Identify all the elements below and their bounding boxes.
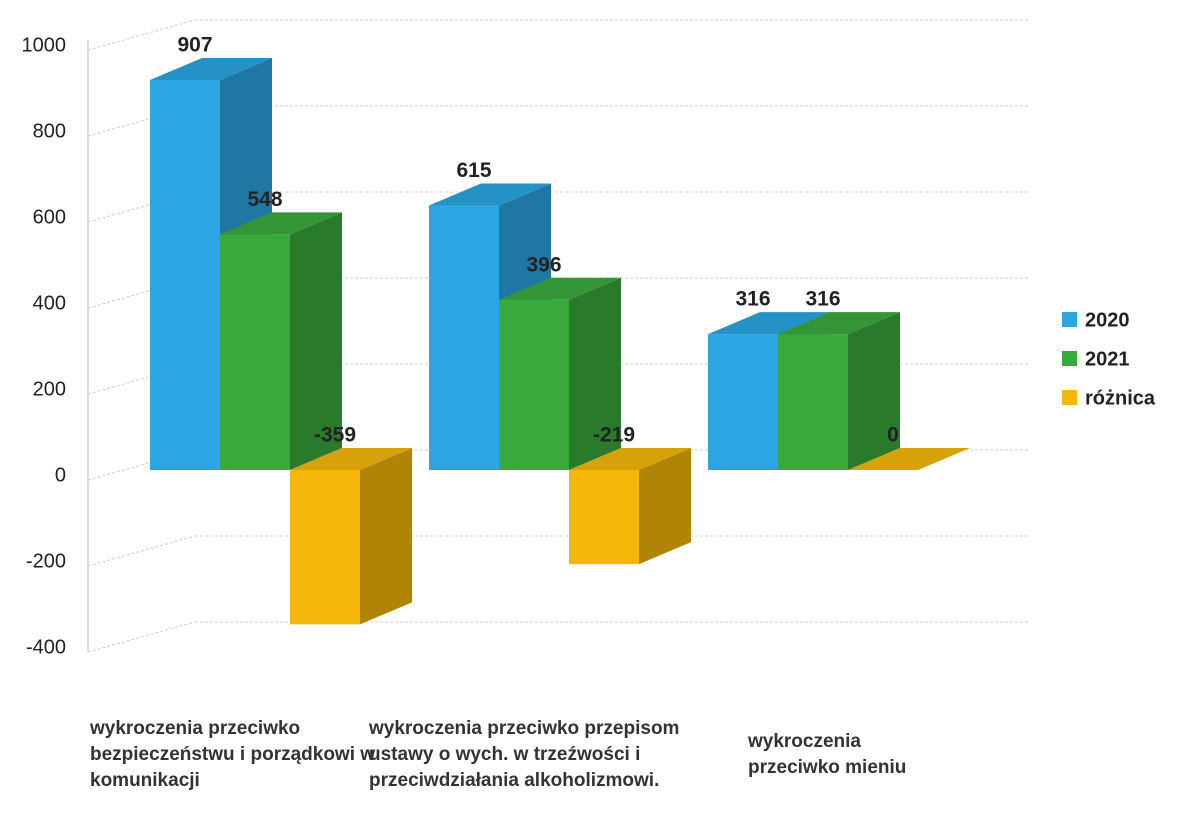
bar-side [569,277,621,470]
value-label: 396 [526,253,561,276]
legend-label: różnica [1085,387,1156,409]
bar-side [848,312,900,470]
bar-front [290,470,360,625]
bar-top [778,312,900,335]
grid-line [87,19,196,51]
y-tick-label: 200 [33,378,66,400]
x-tick-label: wykroczenia przeciwko mieniu [748,731,907,778]
x-tick-label: wykroczenia przeciwko bezpieczeństwu i p… [90,718,376,791]
y-tick-label: -200 [26,550,66,572]
legend-label: 2020 [1085,309,1130,331]
y-tick-label: 800 [33,120,66,142]
y-tick-label: 1000 [22,34,67,56]
y-tick-label: 600 [33,206,66,228]
bar-front [220,234,290,470]
bar-front [150,79,220,471]
value-label: -359 [314,424,356,447]
bar-side [360,448,412,625]
value-label: 0 [887,424,899,447]
bar-top [499,277,621,300]
legend-swatch [1062,390,1077,405]
bar-top [150,57,272,80]
value-label: -219 [593,424,635,447]
y-tick-label: 400 [33,292,66,314]
legend-swatch [1062,312,1077,327]
bar-top [290,448,412,470]
bar-side [290,212,342,471]
bar-front [708,334,778,470]
y-tick-label: -400 [26,636,66,658]
value-label: 548 [247,188,282,211]
bar-top [220,212,342,235]
x-tick-label: wykroczenia przeciwko przepisom ustawy o… [369,718,680,791]
bar-front [569,470,639,565]
bar-front [429,205,499,471]
bar-front [499,299,569,470]
value-label: 907 [177,34,212,57]
bar-front [778,334,848,470]
bar-top [569,448,691,470]
bar-side [639,448,691,565]
value-label: 316 [735,288,770,311]
bar-top [708,312,830,335]
legend-swatch [1062,351,1077,366]
grid-line [87,535,196,567]
bar-top [429,183,551,206]
value-label: 615 [456,159,491,182]
grid-line [87,621,196,653]
value-label: 316 [805,288,840,311]
y-tick-label: 0 [55,464,66,486]
bar-top [848,448,970,470]
legend-label: 2021 [1085,348,1130,370]
